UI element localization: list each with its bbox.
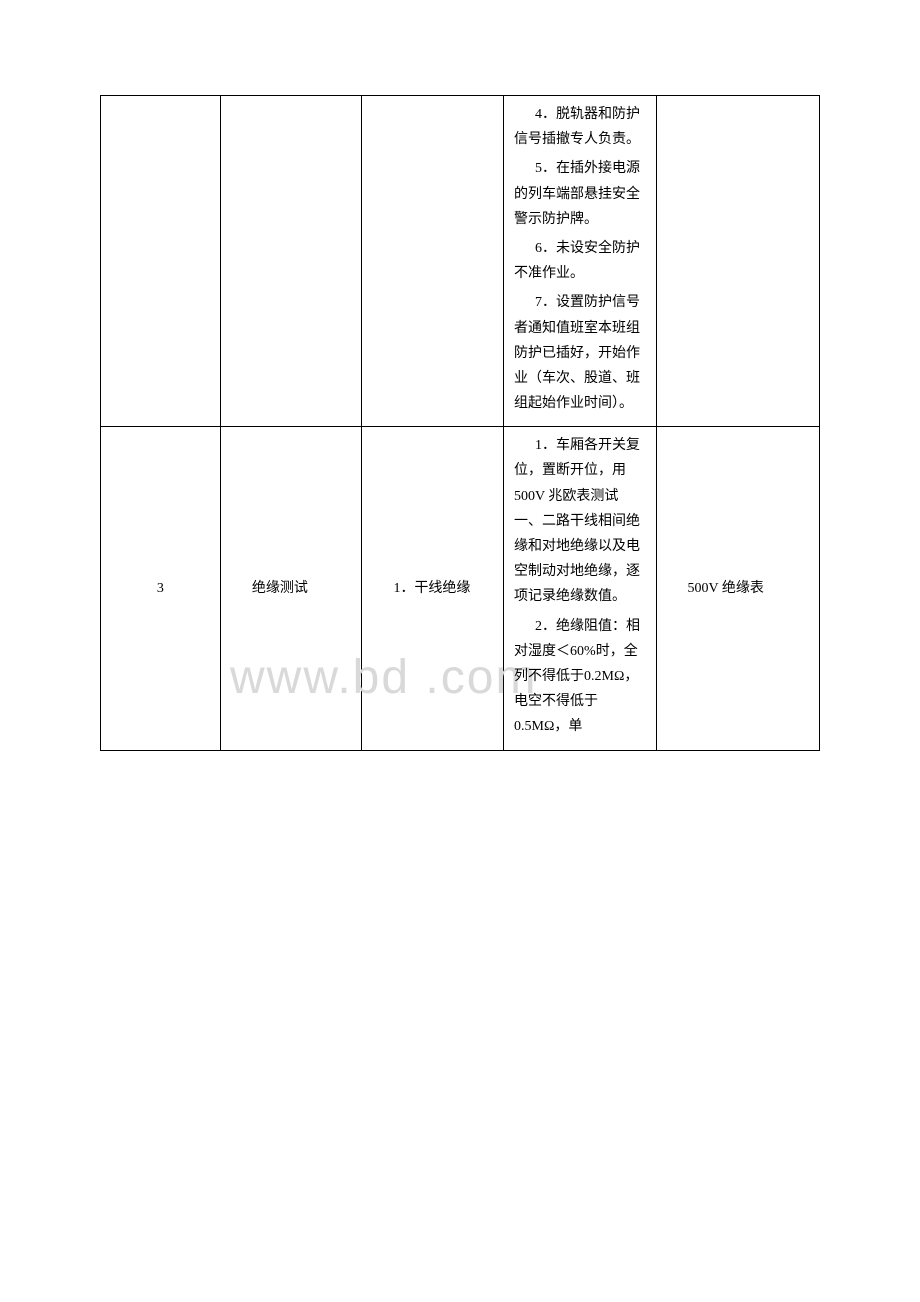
paragraph: 5．在插外接电源的列车端部悬挂安全警示防护牌。 (514, 156, 646, 232)
paragraph: 1．车厢各开关复位，置断开位，用 500V 兆欧表测试一、二路干线相间绝缘和对地… (514, 433, 646, 609)
table-cell: 3 (101, 427, 221, 750)
cell-text: 3 (157, 581, 164, 596)
table-cell: 500V 绝缘表 (656, 427, 819, 750)
table-row: 3 绝缘测试 1．干线绝缘 1．车厢各开关复位，置断开位，用 500V 兆欧表测… (101, 427, 820, 750)
cell-text: 1．干线绝缘 (372, 576, 493, 601)
paragraph: 2．绝缘阻值：相对湿度＜60%时，全列不得低于0.2MΩ，电空不得低于0.5MΩ… (514, 614, 646, 740)
table-cell: 1．车厢各开关复位，置断开位，用 500V 兆欧表测试一、二路干线相间绝缘和对地… (504, 427, 657, 750)
paragraph: 4．脱轨器和防护信号插撤专人负责。 (514, 102, 646, 152)
paragraph: 7．设置防护信号者通知值班室本班组防护已插好，开始作业（车次、股道、班组起始作业… (514, 290, 646, 416)
table-cell (656, 96, 819, 427)
table-cell: 4．脱轨器和防护信号插撤专人负责。 5．在插外接电源的列车端部悬挂安全警示防护牌… (504, 96, 657, 427)
cell-text: 绝缘测试 (231, 576, 352, 601)
table-row: 4．脱轨器和防护信号插撤专人负责。 5．在插外接电源的列车端部悬挂安全警示防护牌… (101, 96, 820, 427)
table-cell (362, 96, 504, 427)
document-table: 4．脱轨器和防护信号插撤专人负责。 5．在插外接电源的列车端部悬挂安全警示防护牌… (100, 95, 820, 751)
cell-text: 500V 绝缘表 (667, 576, 809, 601)
table-cell: 绝缘测试 (220, 427, 362, 750)
table-cell (101, 96, 221, 427)
table-cell: 1．干线绝缘 (362, 427, 504, 750)
table-cell (220, 96, 362, 427)
paragraph: 6．未设安全防护不准作业。 (514, 236, 646, 286)
